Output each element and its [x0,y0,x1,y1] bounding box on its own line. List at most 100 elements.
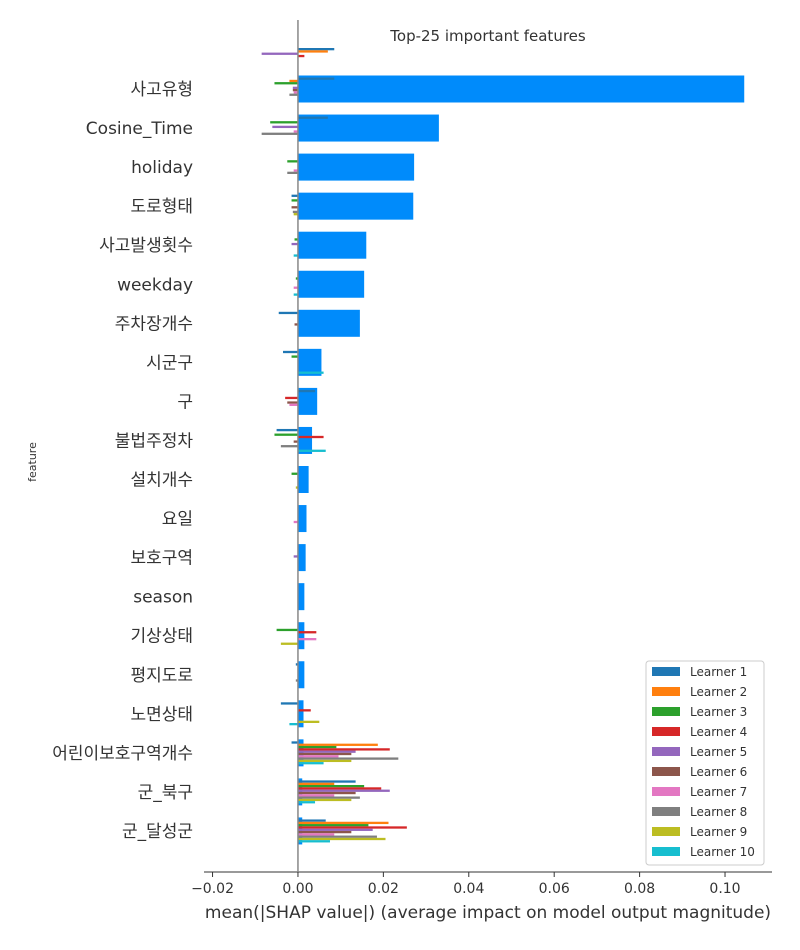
learner-bar-3-5 [291,206,298,209]
learner-bar-0-1 [289,79,298,83]
legend-label-2: Learner 3 [690,705,747,719]
legend-label-6: Learner 7 [690,785,747,799]
legend-swatch-6 [652,787,680,796]
learner-bar-12-4 [293,555,298,558]
x-tick-label-1: 0.00 [282,881,313,897]
learner-bar-19-7 [297,835,377,838]
feature-label-13: season [133,588,193,608]
learner-bar-9-0 [276,428,298,432]
x-tick-label-3: 0.04 [453,881,484,897]
legend-label-7: Learner 8 [690,805,747,819]
learner-bar-9-5 [293,440,298,443]
feature-label-5: weekday [117,275,193,295]
x-tick-label-4: 0.06 [539,881,570,897]
learner-bar-1-2 [270,121,298,124]
learner-bar-4-2 [294,238,298,241]
learner-bar-16-0 [280,702,298,705]
learner-bar-5-6 [293,286,298,289]
bar-8 [297,387,318,415]
learner-bar-18-3 [297,787,382,790]
learner-bar-7-0 [283,350,298,354]
learner-bar-2-2 [287,160,298,163]
learner-bar-8-0 [297,389,316,393]
learner-bar-17-5 [297,752,352,756]
learner-bar-18-7 [297,796,360,799]
plot-area: −0.02 0.00 0.02 0.04 0.06 0.08 0.10 사고유형 Cosine_… [52,20,772,897]
learner-bar-18-6 [297,794,335,797]
legend-swatch-4 [652,747,680,756]
learner-bar-3-0 [291,194,298,197]
learner-bar-6-5 [294,323,298,326]
feature-label-10: 설치개수 [130,471,193,491]
learner-bar-0-5 [292,89,298,92]
bar-15 [297,661,305,689]
legend-label-3: Learner 4 [690,725,747,739]
learner-bar-18-2 [297,785,365,788]
learner-bar-5-9 [293,293,298,296]
learner-bar-0-0 [297,77,335,80]
learner-bar-0-6 [293,91,298,94]
learner-bar-1-7 [261,132,298,135]
legend-label-1: Learner 2 [690,685,747,699]
learner-bar-11-6 [293,520,298,524]
feature-label-0: 사고유형 [130,80,193,100]
learner-bar-16-8 [297,720,320,723]
feature-label-12: 보호구역 [130,549,193,569]
learner-bar-17-6 [297,755,339,758]
learner-bar-16-9 [289,723,298,726]
legend-swatch-7 [652,807,680,816]
learner-bar-18-8 [297,798,352,802]
learner-bar-16-3 [297,709,311,712]
x-axis-label: mean(|SHAP value|) (average impact on mo… [205,903,771,923]
learner-bar-10-8 [295,486,298,489]
feature-label-8: 구 [177,392,193,412]
learner-bar-8-5 [287,401,298,404]
learner-bar-19-8 [297,837,386,841]
legend-swatch-5 [652,767,680,776]
learner-bar-17-9 [297,762,324,765]
feature-label-17: 어린이보호구역개수 [52,744,193,764]
learner-bar-3-2 [291,199,298,202]
y-axis-label: feature [26,442,39,482]
learner-bar-18-1 [297,782,335,785]
bar-5 [297,270,365,298]
learner-bar-2-6 [293,169,298,172]
feature-label-1: Cosine_Time [86,119,193,139]
legend-swatch-0 [652,667,680,676]
x-tick-label-0: −0.02 [191,881,234,897]
learner-bar-14-3 [297,631,317,634]
learner-bar-7-9 [297,371,324,374]
learner-bar-17-4 [297,750,356,753]
learner-bar-3-7 [292,210,298,214]
learner-bar-top-1 [297,50,328,53]
learner-bar-8-3 [285,396,298,400]
learner-bar-19-1 [297,821,389,825]
learner-bar-17-3 [297,748,390,751]
feature-label-14: 기상상태 [130,627,193,647]
x-tick-label-2: 0.02 [368,881,399,897]
learner-bar-1-0 [297,116,328,119]
learner-bar-19-9 [297,840,330,843]
learner-bar-0-2 [274,82,298,85]
learner-bar-18-5 [297,791,356,795]
bar-6 [297,309,360,337]
learner-bar-17-8 [297,759,352,763]
learner-bar-14-2 [276,628,298,632]
legend-swatch-9 [652,847,680,856]
learner-bar-9-2 [274,433,298,436]
bar-14 [297,622,305,650]
learner-bar-9-7 [280,445,298,448]
bar-3 [297,192,414,220]
bar-1 [297,114,439,142]
legend-label-4: Learner 5 [690,745,747,759]
legend-swatch-3 [652,727,680,736]
bar-11 [297,505,307,533]
legend-label-9: Learner 10 [690,845,755,859]
learner-bar-8-6 [289,403,298,406]
bar-0 [297,75,745,103]
learner-bar-15-0 [295,663,298,666]
bar-7 [297,348,322,376]
learner-bar-5-2 [295,277,298,280]
bar-2 [297,153,415,181]
